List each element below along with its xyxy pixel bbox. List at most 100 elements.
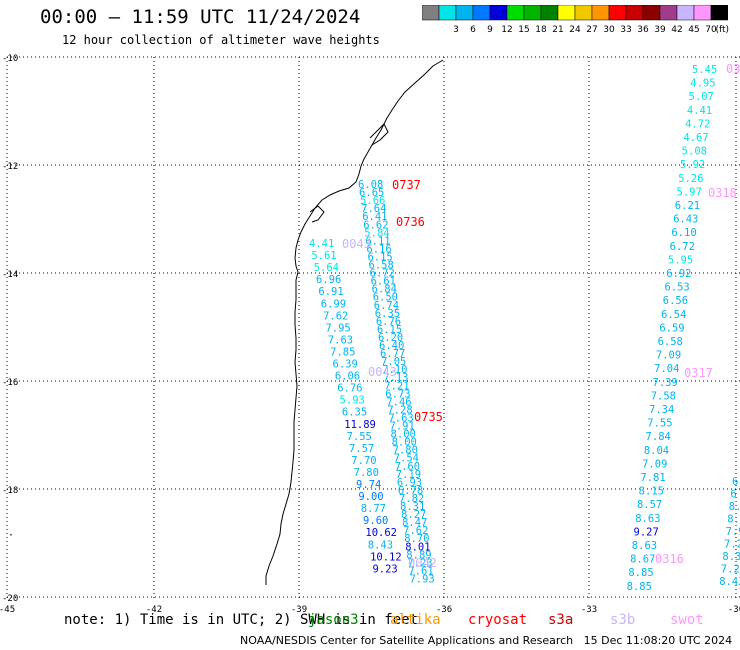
swh-value: 7.13 — [383, 372, 408, 384]
pass-label: 0042 — [408, 556, 437, 570]
lon-label: -42 — [146, 605, 162, 615]
swh-value: 7.19 — [396, 469, 421, 481]
swh-value: 6.35 — [375, 308, 400, 320]
swh-value: 8.43 — [719, 576, 740, 588]
legend-label: 21 — [552, 25, 563, 34]
swh-value: 7.09 — [656, 350, 681, 362]
swh-value: 6.92 — [666, 268, 691, 280]
pass-label: 0318 — [708, 186, 737, 200]
swh-value: 8.04 — [644, 445, 669, 457]
swh-value: 6.35 — [342, 407, 367, 419]
legend-label: 27 — [586, 25, 597, 34]
legend-label: 15 — [518, 25, 529, 34]
swh-value: 8.31 — [722, 551, 740, 563]
swh-value: 9.23 — [372, 563, 397, 575]
swh-value: 8.70 — [404, 533, 429, 545]
swh-value: 7.70 — [351, 455, 376, 467]
swh-value: 5.07 — [689, 91, 714, 103]
swh-value: 8.43 — [368, 539, 393, 551]
swh-value: 9.60 — [363, 515, 388, 527]
swh-value: 7.91 — [390, 421, 415, 433]
swh-value: 6.61 — [371, 276, 396, 288]
swh-value: 6.84 — [372, 284, 397, 296]
lat-label: -16 — [2, 378, 18, 388]
swh-value: 6.76 — [337, 383, 362, 395]
swh-value: 8.57 — [637, 499, 662, 511]
swh-value: 7.95 — [325, 322, 350, 334]
swh-value: 6.96 — [316, 274, 341, 286]
swh-value: 7.64 — [361, 203, 386, 215]
swh-value: 7.62 — [403, 525, 428, 537]
swh-value: 5.26 — [678, 173, 703, 185]
swh-value: 6.65 — [359, 187, 384, 199]
swh-value: 6.73 — [385, 388, 410, 400]
legend-label: 6 — [470, 25, 476, 34]
swh-value: 6.21 — [675, 200, 700, 212]
swh-value: 7.21 — [384, 380, 409, 392]
lon-label: -33 — [581, 605, 597, 615]
swh-value: 8.0 — [727, 514, 740, 526]
swh-value: 5.97 — [677, 186, 702, 198]
legend-label: 30 — [603, 25, 615, 34]
swh-value: 6.39 — [333, 359, 358, 371]
swh-value: 6.62 — [363, 219, 388, 231]
swh-value: 4.72 — [685, 118, 710, 130]
swh-value: 7.62 — [323, 310, 348, 322]
swh-value: 10.62 — [365, 527, 397, 539]
swh-value: 8.31 — [400, 501, 425, 513]
lat-label: -18 — [2, 486, 18, 496]
swh-value: 7.84 — [646, 431, 671, 443]
swh-value: 7.60 — [395, 461, 420, 473]
swh-value: 7.63 — [328, 334, 353, 346]
swh-value: 6.40 — [379, 340, 404, 352]
swh-value: 6.59 — [659, 322, 684, 334]
legend-label: 70 — [705, 25, 717, 34]
swh-value: 9.74 — [356, 479, 381, 491]
swh-value: 10.12 — [370, 551, 402, 563]
swh-value: 7.85 — [330, 346, 355, 358]
swh-value: 8.85 — [627, 581, 652, 593]
lat-label: -14 — [2, 270, 18, 280]
legend-sat-cryosat: cryosat — [468, 612, 528, 628]
swh-value: 7.05 — [381, 356, 406, 368]
swh-value: 7.55 — [347, 431, 372, 443]
legend-label: 36 — [637, 25, 649, 34]
pass-label: 0737 — [392, 178, 421, 192]
swh-value: 7.55 — [647, 418, 672, 430]
pass-label: 0316 — [655, 552, 684, 566]
swh-value: 6 — [732, 476, 738, 488]
legend-sat-s3b: s3b — [610, 612, 636, 628]
swh-value: 6.10 — [671, 227, 696, 239]
swh-value: 5.61 — [311, 250, 336, 262]
lat-label: -12 — [2, 162, 18, 172]
swh-value: 6.72 — [670, 241, 695, 253]
swh-value: 6.15 — [367, 251, 392, 263]
swh-value: 6.54 — [661, 309, 686, 321]
lon-label: -39 — [291, 605, 307, 615]
coastline — [265, 59, 444, 585]
swh-value: 8. — [729, 501, 740, 513]
swh-value: 6.08 — [358, 179, 383, 191]
swh-value: 8.67 — [630, 554, 655, 566]
swh-value: 7.80 — [354, 467, 379, 479]
swh-value: 7.63 — [388, 412, 413, 424]
swh-value: 8.63 — [635, 513, 660, 525]
swh-value: 8.00 — [391, 429, 416, 441]
swh-value: 6.43 — [673, 214, 698, 226]
swh-value: 8.85 — [628, 567, 653, 579]
swh-value: 7.93 — [409, 573, 434, 585]
swh-value: 6.41 — [362, 211, 387, 223]
swh-value: 9.27 — [634, 526, 659, 538]
legend-label: 42 — [671, 25, 682, 34]
swh-value: 8.63 — [632, 540, 657, 552]
legend-label: 45 — [688, 25, 699, 34]
swh-value: 6.78 — [398, 485, 423, 497]
swh-value: 8.15 — [639, 486, 664, 498]
swh-value: 7.81 — [640, 472, 665, 484]
swh-value: 7.54 — [394, 453, 419, 465]
legend-label: 24 — [569, 25, 581, 34]
swh-value: 7.82 — [399, 493, 424, 505]
footer-note: note: 1) Time is in UTC; 2) SWH is in fe… — [64, 612, 419, 628]
lon-label: -30 — [728, 605, 740, 615]
swh-value: 4.67 — [683, 132, 708, 144]
